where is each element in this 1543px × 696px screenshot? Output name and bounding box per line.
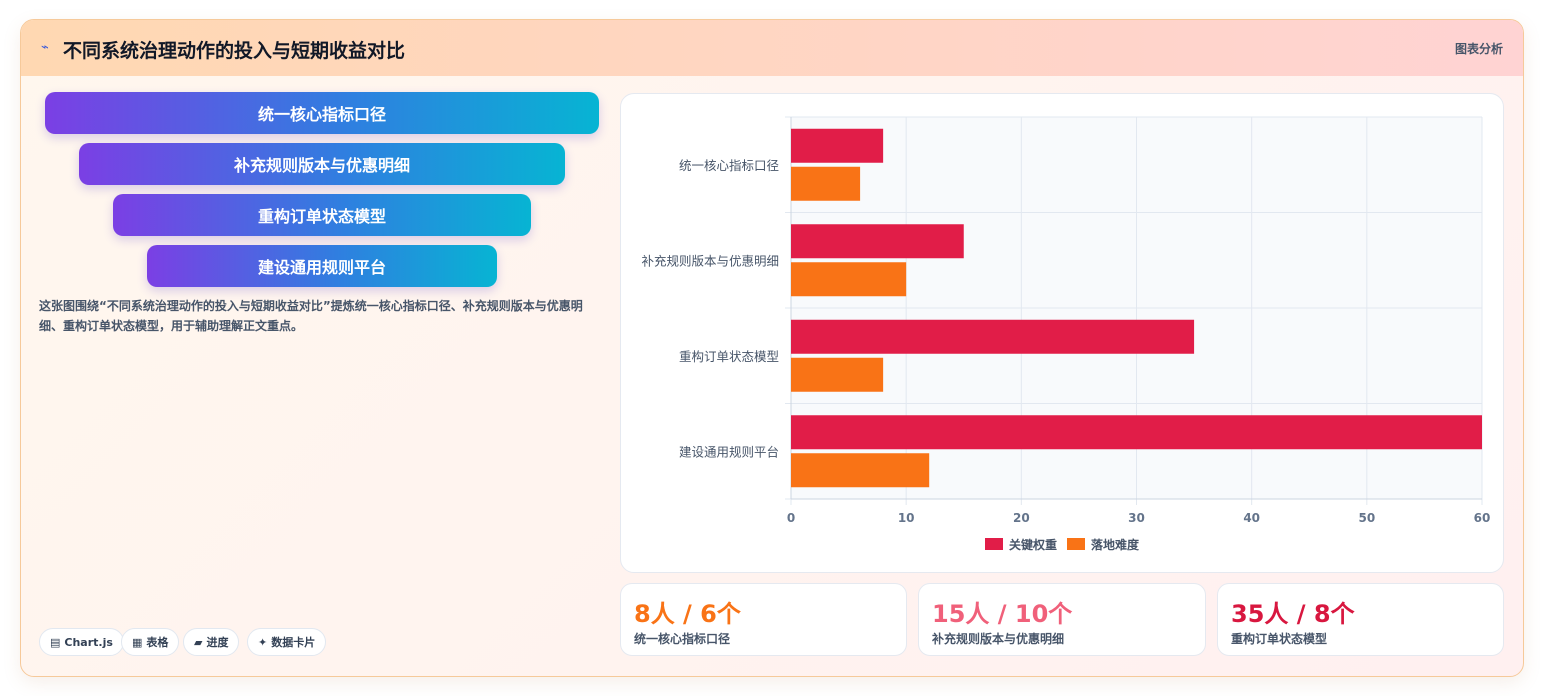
legend-swatch [985, 538, 1003, 550]
x-tick-label: 60 [1474, 511, 1491, 525]
page-title: 不同系统治理动作的投入与短期收益对比 [63, 40, 406, 62]
stat-card-2: 15人 / 10个 补充规则版本与优惠明细 [918, 583, 1206, 656]
x-tick-label: 20 [1013, 511, 1030, 525]
stat-label: 补充规则版本与优惠明细 [932, 632, 1065, 646]
chart-card: ⌁ 不同系统治理动作的投入与短期收益对比 图表分析 统一核心指标口径 补充规则版… [20, 19, 1524, 677]
funnel-step-2: 补充规则版本与优惠明细 [79, 143, 565, 185]
chip-label: 进度 [206, 636, 229, 649]
stat-card-1: 8人 / 6个 统一核心指标口径 [620, 583, 907, 656]
category-label: 重构订单状态模型 [679, 349, 779, 364]
chart-description: 这张图围绕“不同系统治理动作的投入与短期收益对比”提炼统一核心指标口径、补充规则… [39, 299, 583, 333]
bar-key-weight [791, 224, 964, 259]
chart-icon: ▤ [50, 635, 61, 649]
progress-icon: ▰ [194, 635, 203, 649]
chip-label: Chart.js [64, 635, 113, 649]
legend-label: 落地难度 [1091, 537, 1140, 552]
stat-card-3: 35人 / 8个 重构订单状态模型 [1217, 583, 1504, 656]
legend-swatch [1067, 538, 1085, 550]
chart-analysis-tag: 图表分析 [1454, 42, 1503, 56]
bar-difficulty [791, 357, 884, 392]
bar-difficulty [791, 262, 907, 297]
chip-data-cards[interactable]: ✦ 数据卡片 [247, 628, 327, 656]
x-tick-label: 30 [1128, 511, 1145, 525]
funnel-step-4: 建设通用规则平台 [147, 245, 497, 287]
chip-label: 数据卡片 [271, 636, 316, 649]
bar-key-weight [791, 415, 1482, 450]
stat-value: 15人 / 10个 [932, 600, 1073, 628]
funnel-step-1: 统一核心指标口径 [45, 92, 599, 134]
chart-panel: 0 10 20 30 40 50 60 统一核心指标口径补充规则版本与优惠明细重构订单状态模型… [620, 93, 1504, 573]
bar-chart: 0 10 20 30 40 50 60 统一核心指标口径补充规则版本与优惠明细重构订单状态模型… [641, 116, 1491, 552]
chip-chartjs[interactable]: ▤ Chart.js [39, 628, 124, 656]
x-tick-label: 0 [787, 511, 795, 525]
category-label: 统一核心指标口径 [679, 158, 779, 173]
x-tick-label: 40 [1243, 511, 1260, 525]
bar-difficulty [791, 453, 930, 488]
table-icon: ▦ [132, 635, 143, 649]
sparkle-icon: ✦ [258, 635, 268, 649]
card-header: ⌁ 不同系统治理动作的投入与短期收益对比 图表分析 [21, 20, 1523, 76]
bar-key-weight [791, 128, 884, 163]
stat-value: 8人 / 6个 [634, 600, 741, 628]
stat-value: 35人 / 8个 [1231, 600, 1355, 628]
category-label: 建设通用规则平台 [679, 444, 779, 459]
chip-table[interactable]: ▦ 表格 [121, 628, 180, 656]
chip-progress[interactable]: ▰ 进度 [183, 628, 240, 656]
chip-label: 表格 [146, 636, 169, 649]
legend-label: 关键权重 [1009, 537, 1057, 552]
chart-trend-icon: ⌁ [41, 40, 49, 55]
bar-difficulty [791, 166, 861, 201]
stat-label: 重构订单状态模型 [1231, 632, 1328, 646]
bar-key-weight [791, 319, 1195, 354]
funnel-step-3: 重构订单状态模型 [113, 194, 531, 236]
x-tick-label: 10 [898, 511, 915, 525]
x-tick-label: 50 [1358, 511, 1375, 525]
stat-label: 统一核心指标口径 [634, 632, 731, 646]
category-label: 补充规则版本与优惠明细 [641, 253, 779, 268]
